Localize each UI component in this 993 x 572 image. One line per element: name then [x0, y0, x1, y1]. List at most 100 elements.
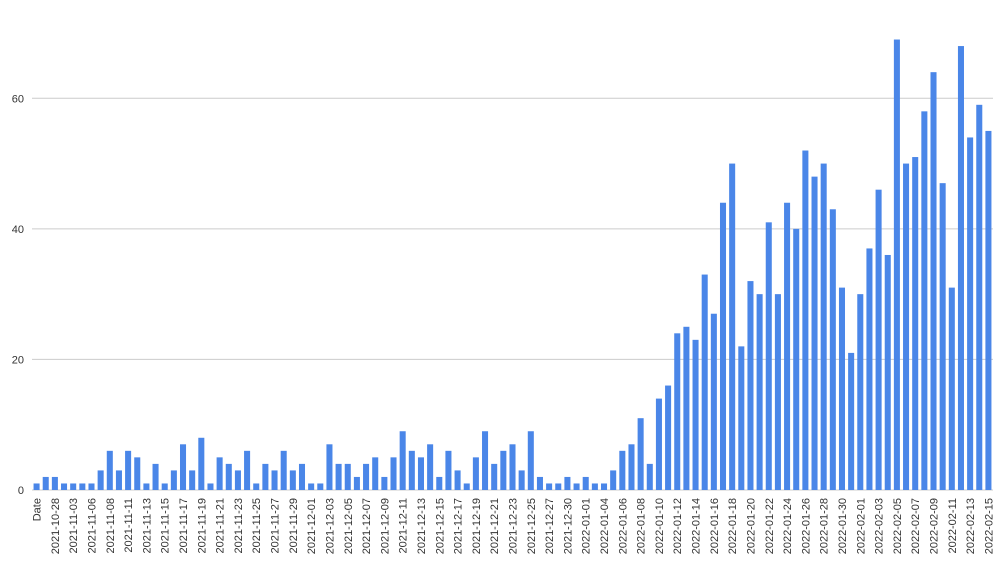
- x-tick-label: 2022-01-26: [800, 498, 812, 554]
- bar: [390, 457, 397, 490]
- x-tick-label: 2022-01-16: [709, 498, 721, 554]
- x-tick-label: 2022-02-03: [874, 498, 886, 554]
- bar: [921, 111, 928, 490]
- bar: [829, 209, 836, 490]
- bar: [253, 483, 260, 490]
- bar: [509, 444, 516, 490]
- bar: [61, 483, 68, 490]
- bar: [70, 483, 77, 490]
- bar: [344, 463, 351, 490]
- x-tick-label: 2021-12-23: [508, 498, 520, 554]
- bar: [765, 222, 772, 491]
- bar: [161, 483, 168, 490]
- x-tick-label: 2021-12-15: [434, 498, 446, 554]
- bar: [491, 463, 498, 490]
- bar: [646, 463, 653, 490]
- bar: [79, 483, 86, 490]
- bar: [701, 274, 708, 490]
- bar: [372, 457, 379, 490]
- bar: [948, 287, 955, 490]
- x-tick-label: 2022-02-07: [910, 498, 922, 554]
- bar: [610, 470, 617, 490]
- bar: [546, 483, 553, 490]
- bar: [381, 476, 388, 490]
- bar: [628, 444, 635, 490]
- y-tick-label: 40: [12, 224, 24, 236]
- bar: [417, 457, 424, 490]
- bar: [893, 39, 900, 491]
- bar: [774, 294, 781, 490]
- x-tick-label: 2021-12-11: [398, 498, 410, 553]
- x-tick-label: 2022-01-08: [636, 498, 648, 554]
- x-tick-label: 2021-12-05: [343, 498, 355, 554]
- bar: [930, 72, 937, 491]
- bar: [719, 202, 727, 490]
- x-tick-label: 2022-02-11: [947, 498, 959, 553]
- bar: [820, 163, 827, 491]
- bar: [637, 418, 644, 490]
- x-tick-label: 2022-01-30: [837, 498, 849, 554]
- bar: [875, 189, 882, 490]
- bar: [115, 470, 122, 490]
- x-tick-label: 2021-12-09: [379, 498, 391, 554]
- bar: [189, 470, 196, 490]
- x-tick-label: 2022-01-01: [581, 498, 593, 554]
- x-tick-label: 2022-02-05: [892, 498, 904, 554]
- bar: [838, 287, 846, 490]
- bar: [51, 476, 58, 490]
- bar: [573, 483, 580, 490]
- x-tick-label: 2021-12-13: [416, 498, 428, 554]
- bar: [939, 183, 946, 490]
- bar: [811, 176, 818, 490]
- bar: [903, 163, 910, 491]
- x-tick-label: 2022-01-20: [745, 498, 757, 554]
- y-tick-label: 20: [12, 354, 24, 366]
- bar: [591, 483, 598, 490]
- bar: [692, 339, 699, 490]
- bar: [957, 46, 964, 491]
- bar: [179, 444, 187, 490]
- bar: [106, 450, 113, 490]
- x-tick-label: 2021-11-17: [178, 498, 190, 553]
- x-tick-label: 2021-11-08: [105, 498, 117, 553]
- bar: [97, 470, 104, 490]
- bar: [427, 444, 434, 490]
- bar: [967, 137, 974, 490]
- bar: [555, 483, 562, 490]
- bar: [619, 450, 626, 490]
- x-tick-label: Date: [32, 498, 44, 521]
- x-tick-label: 2022-01-18: [727, 498, 739, 554]
- bar: [482, 431, 489, 490]
- bar: [125, 450, 132, 490]
- bar: [784, 202, 791, 490]
- x-tick-label: 2021-12-21: [489, 498, 501, 554]
- bar: [976, 104, 983, 491]
- bar: [527, 431, 534, 490]
- x-tick-label: 2021-12-17: [453, 498, 465, 554]
- bar: [518, 470, 525, 490]
- x-tick-label: 2021-11-27: [270, 498, 282, 553]
- x-tick-label: 2021-12-19: [471, 498, 483, 554]
- bar: [848, 352, 855, 490]
- bar: [793, 228, 800, 490]
- x-tick-label: 2021-12-03: [324, 498, 336, 554]
- bar: [335, 463, 342, 490]
- bar: [454, 470, 461, 490]
- bar: [262, 463, 269, 490]
- bar: [88, 483, 95, 490]
- bar: [857, 294, 864, 490]
- x-tick-label: 2021-11-13: [141, 498, 153, 553]
- bar: [564, 476, 571, 490]
- x-tick-label: 2021-11-11: [123, 498, 135, 553]
- x-tick-label: 2021-12-01: [306, 498, 318, 554]
- x-tick-label: 2021-12-30: [562, 498, 574, 554]
- bar: [42, 476, 49, 490]
- bar: [408, 450, 415, 490]
- bar: [308, 483, 315, 490]
- bar: [866, 248, 873, 490]
- x-tick-label: 2022-02-13: [965, 498, 977, 554]
- bar: [234, 470, 241, 490]
- x-tick-label: 2021-12-27: [544, 498, 556, 554]
- y-tick-label: 60: [12, 93, 24, 105]
- bar: [33, 483, 40, 490]
